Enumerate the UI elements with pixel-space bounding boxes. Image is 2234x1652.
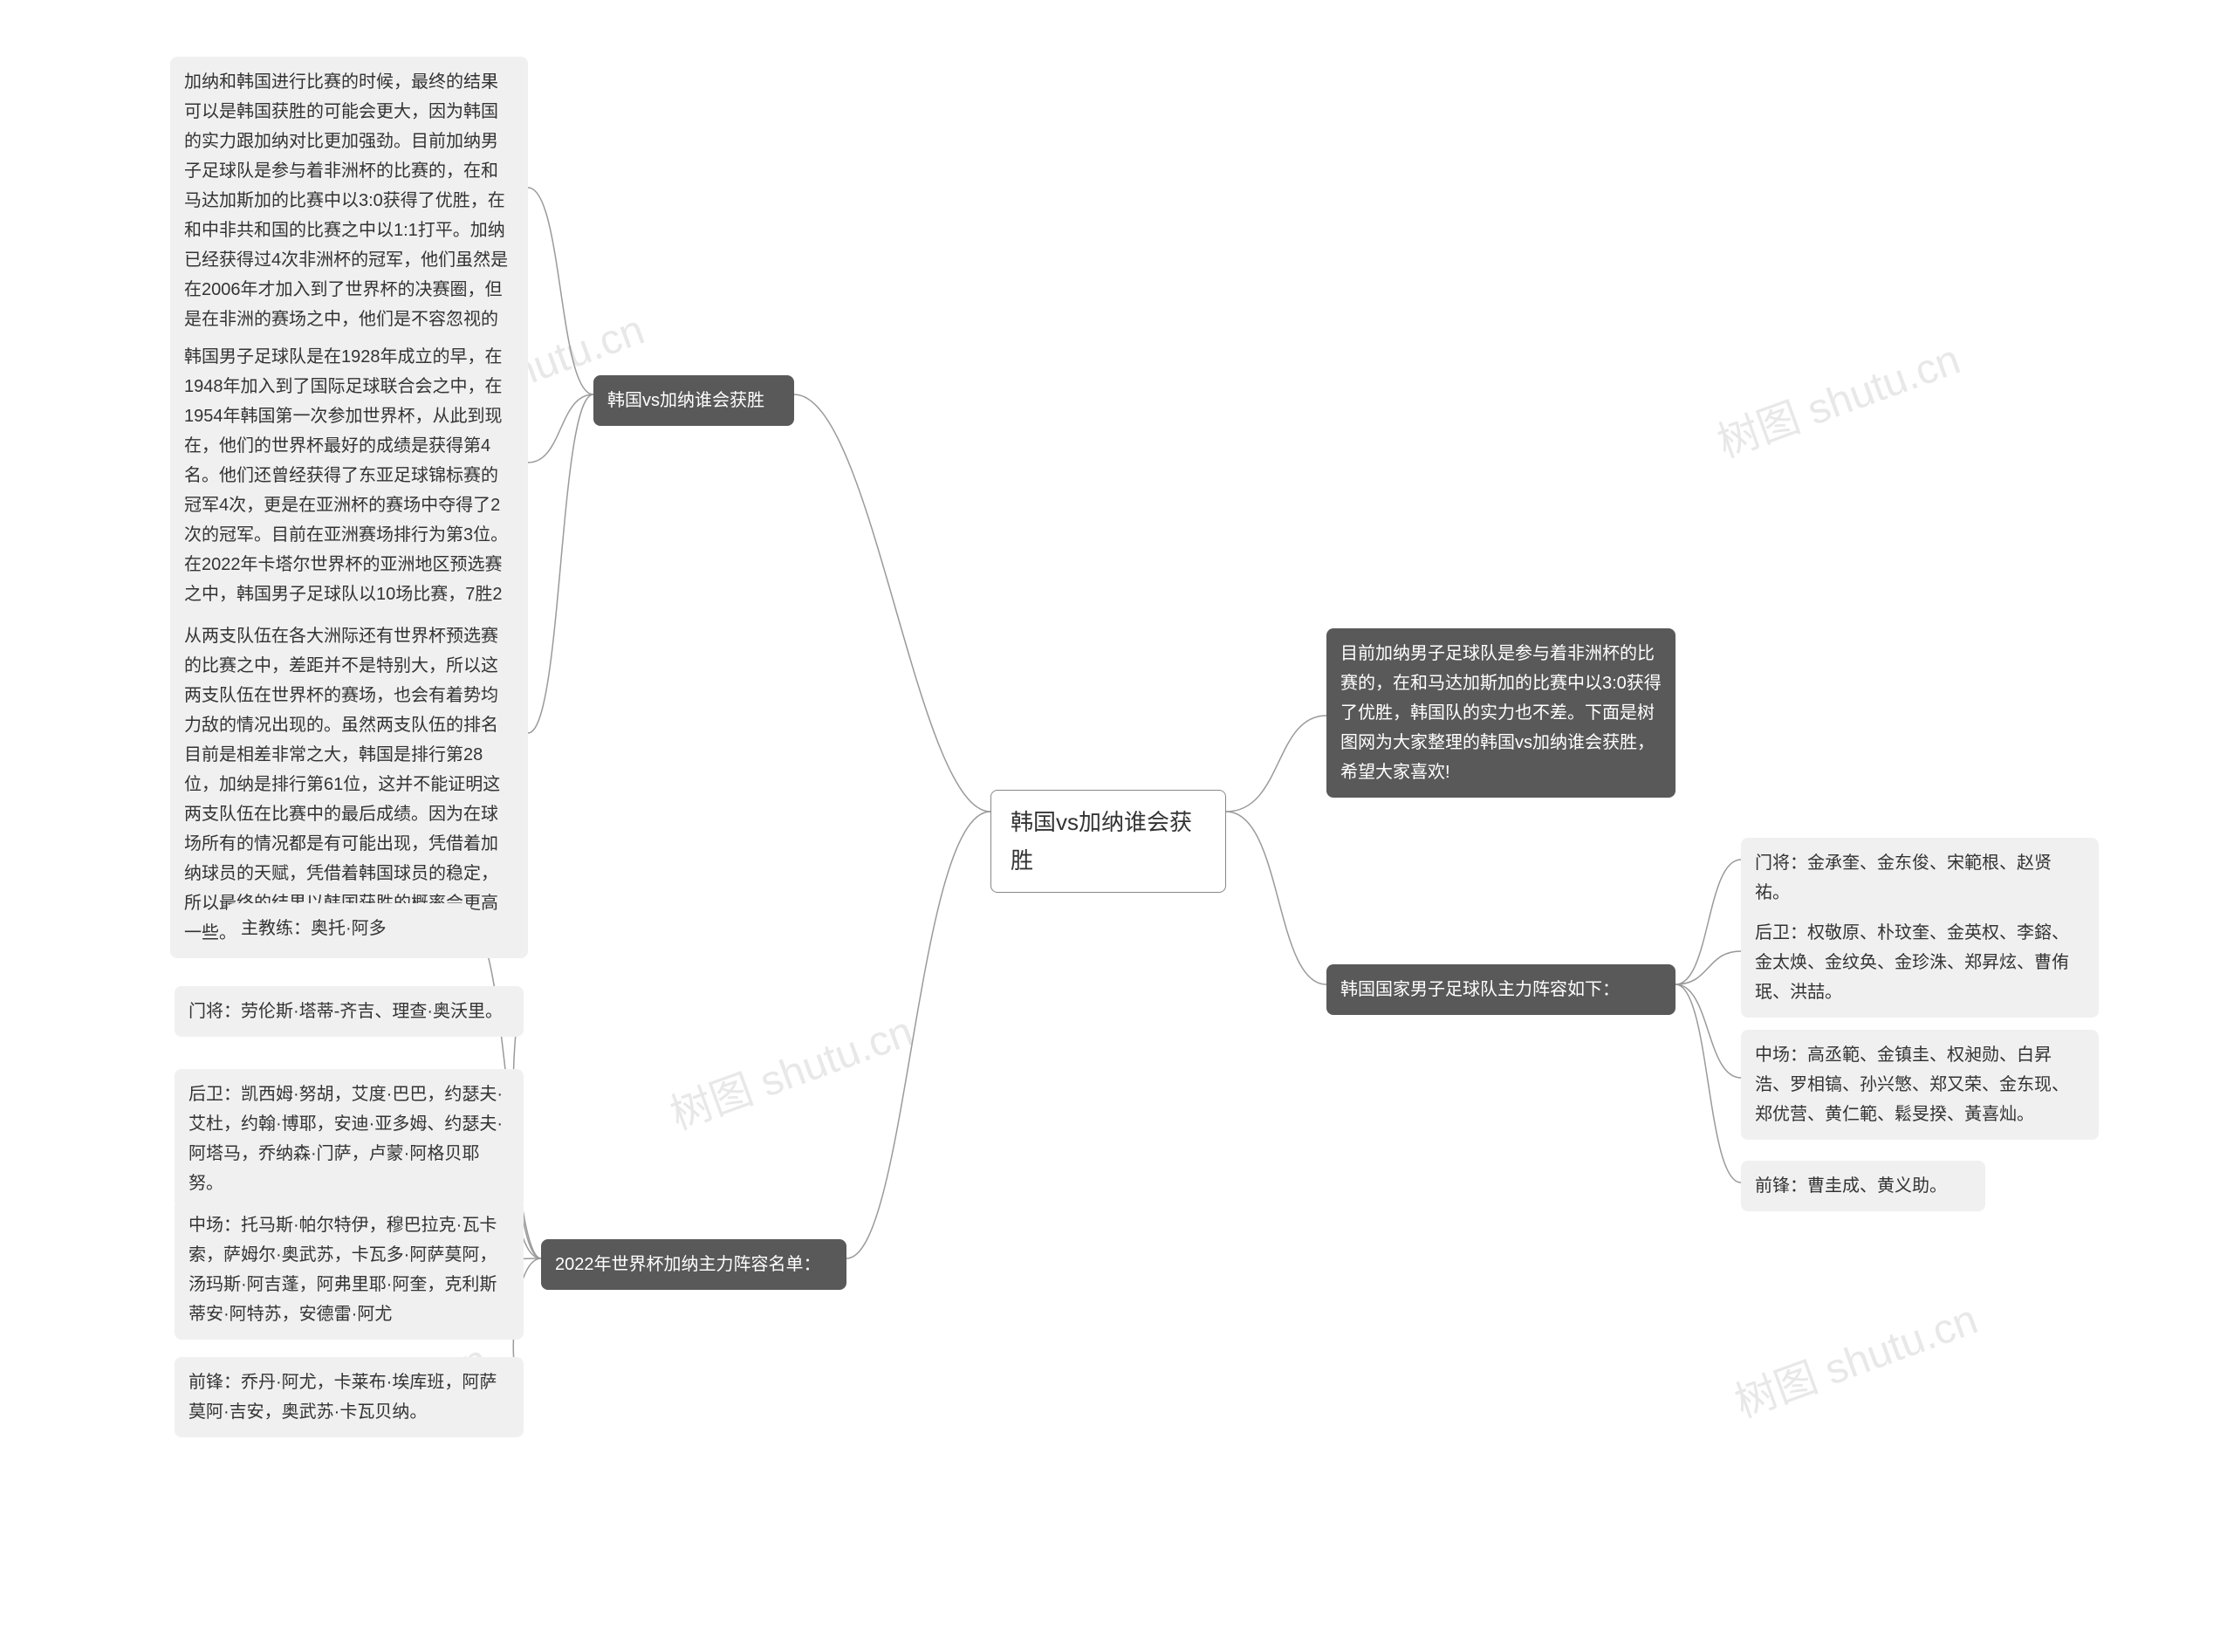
leaf-korea-mf: 中场：高丞範、金镇圭、权昶勋、白昇浩、罗相镐、孙兴慜、郑又荣、金东现、郑优营、黄…	[1741, 1030, 2099, 1140]
watermark: 树图 shutu.cn	[661, 997, 920, 1141]
branch-who-wins[interactable]: 韩国vs加纳谁会获胜	[593, 375, 794, 426]
watermark: 树图 shutu.cn	[1708, 325, 1967, 469]
branch-ghana-lineup[interactable]: 2022年世界杯加纳主力阵容名单：	[541, 1239, 846, 1290]
root-node[interactable]: 韩国vs加纳谁会获胜	[990, 790, 1226, 893]
leaf-korea-df: 后卫：权敬原、朴玟奎、金英权、李鎔、金太焕、金纹奂、金珍洙、郑昇炫、曹侑珉、洪喆…	[1741, 908, 2099, 1018]
leaf-ghana-fw: 前锋：乔丹·阿尤，卡莱布·埃库班，阿萨莫阿·吉安，奥武苏·卡瓦贝纳。	[175, 1357, 524, 1437]
branch-korea-lineup[interactable]: 韩国国家男子足球队主力阵容如下：	[1326, 964, 1676, 1015]
leaf-korea-fw: 前锋：曹圭成、黄义助。	[1741, 1161, 1985, 1211]
branch-summary[interactable]: 目前加纳男子足球队是参与着非洲杯的比赛的，在和马达加斯加的比赛中以3:0获得了优…	[1326, 628, 1676, 798]
leaf-ghana-df: 后卫：凯西姆·努胡，艾度·巴巴，约瑟夫·艾杜，约翰·博耶，安迪·亚多姆、约瑟夫·…	[175, 1069, 524, 1209]
leaf-ghana-coach: 主教练：奥托·阿多	[227, 903, 471, 954]
leaf-ghana-gk: 门将：劳伦斯·塔蒂-齐吉、理查·奥沃里。	[175, 986, 524, 1037]
leaf-ghana-mf: 中场：托马斯·帕尔特伊，穆巴拉克·瓦卡索，萨姆尔·奥武苏，卡瓦多·阿萨莫阿，汤玛…	[175, 1200, 524, 1340]
leaf-korea-gk: 门将：金承奎、金东俊、宋範根、赵贤祐。	[1741, 838, 2099, 918]
watermark: 树图 shutu.cn	[1725, 1285, 1984, 1429]
